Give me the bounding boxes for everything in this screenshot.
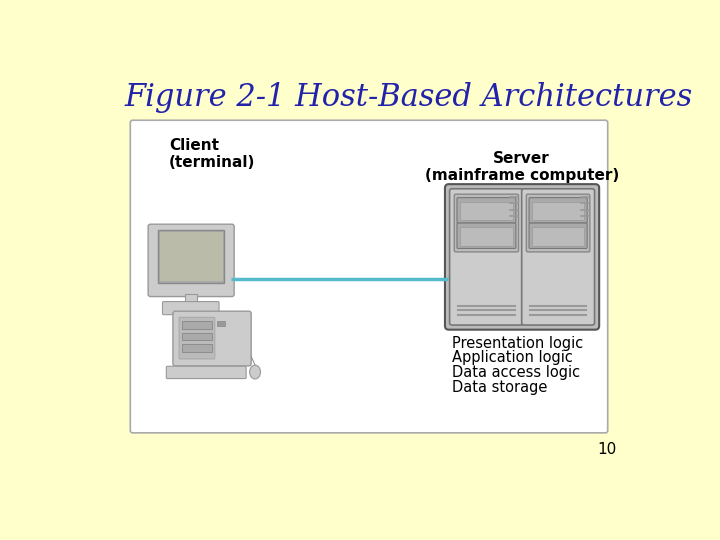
Bar [532, 202, 585, 220]
Bar [459, 227, 513, 246]
FancyBboxPatch shape [163, 301, 219, 315]
Bar [182, 345, 212, 352]
Bar [459, 202, 513, 220]
Text: Data storage: Data storage [452, 380, 547, 395]
FancyBboxPatch shape [449, 189, 523, 325]
Ellipse shape [250, 365, 261, 379]
Text: Presentation logic: Presentation logic [452, 336, 583, 351]
Bar [160, 232, 222, 281]
FancyBboxPatch shape [457, 223, 516, 248]
Bar [184, 294, 197, 303]
Text: Server
(mainframe computer): Server (mainframe computer) [425, 151, 618, 184]
Text: Application logic: Application logic [452, 350, 573, 366]
FancyBboxPatch shape [445, 184, 599, 330]
FancyBboxPatch shape [457, 198, 516, 223]
Bar [182, 321, 212, 329]
Bar [532, 227, 585, 246]
Text: Data access logic: Data access logic [452, 365, 580, 380]
FancyBboxPatch shape [173, 311, 251, 366]
Text: 10: 10 [598, 442, 617, 457]
FancyBboxPatch shape [179, 318, 215, 359]
FancyBboxPatch shape [454, 194, 518, 252]
FancyBboxPatch shape [529, 223, 588, 248]
FancyBboxPatch shape [526, 194, 590, 252]
FancyBboxPatch shape [130, 120, 608, 433]
FancyBboxPatch shape [522, 189, 595, 325]
Bar [217, 321, 225, 326]
Bar [158, 231, 224, 283]
Text: Client
(terminal): Client (terminal) [169, 138, 256, 170]
FancyBboxPatch shape [529, 198, 588, 223]
FancyBboxPatch shape [148, 224, 234, 296]
Text: Figure 2-1 Host-Based Architectures: Figure 2-1 Host-Based Architectures [125, 82, 693, 113]
FancyBboxPatch shape [166, 366, 246, 379]
Bar [182, 333, 212, 340]
